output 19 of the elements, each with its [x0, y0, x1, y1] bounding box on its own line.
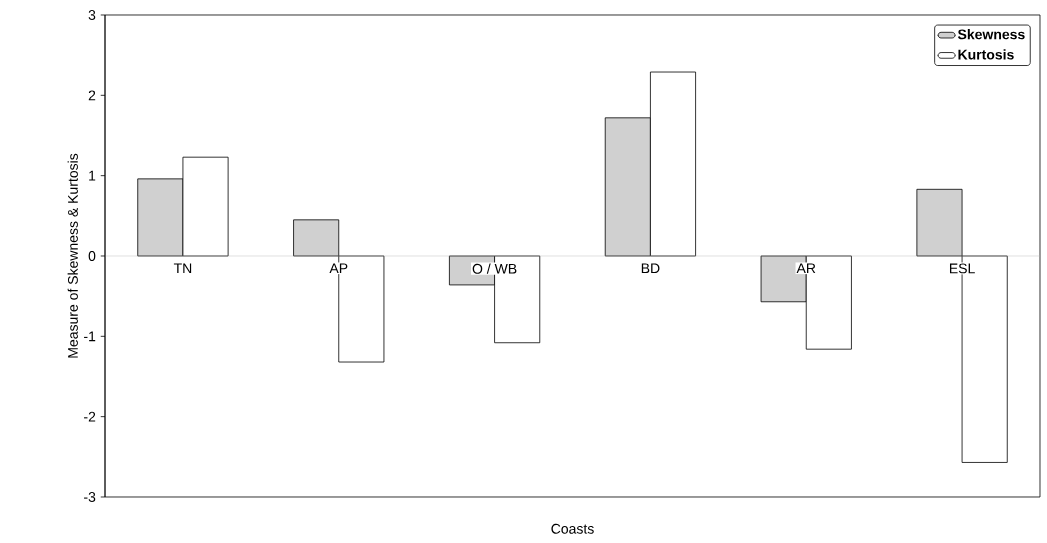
legend-label: Skewness [957, 29, 1025, 40]
y-tick-label: 1 [89, 170, 96, 181]
y-tick-label: -1 [84, 331, 96, 342]
x-tick-label: O / WB [472, 263, 517, 274]
bar [916, 188, 963, 257]
y-tick-label: 3 [88, 10, 96, 20]
x-tick-label: ESL [949, 263, 975, 274]
x-tick-label: BD [641, 263, 660, 274]
y-tick-label: -3 [84, 492, 96, 502]
y-tick-label: 2 [88, 90, 96, 101]
x-tick-label: TN [173, 263, 192, 274]
y-tick-label: -2 [84, 411, 96, 422]
x-tick-label: AP [329, 263, 348, 274]
legend-label: Kurtosis [958, 49, 1014, 60]
x-tick-label: AR [796, 263, 816, 274]
x-axis-title: Coasts [551, 523, 594, 534]
y-tick-label: 0 [88, 251, 96, 261]
y-axis-title: Measure of Skewness & Kurtosis [67, 153, 78, 358]
bar [293, 219, 340, 257]
